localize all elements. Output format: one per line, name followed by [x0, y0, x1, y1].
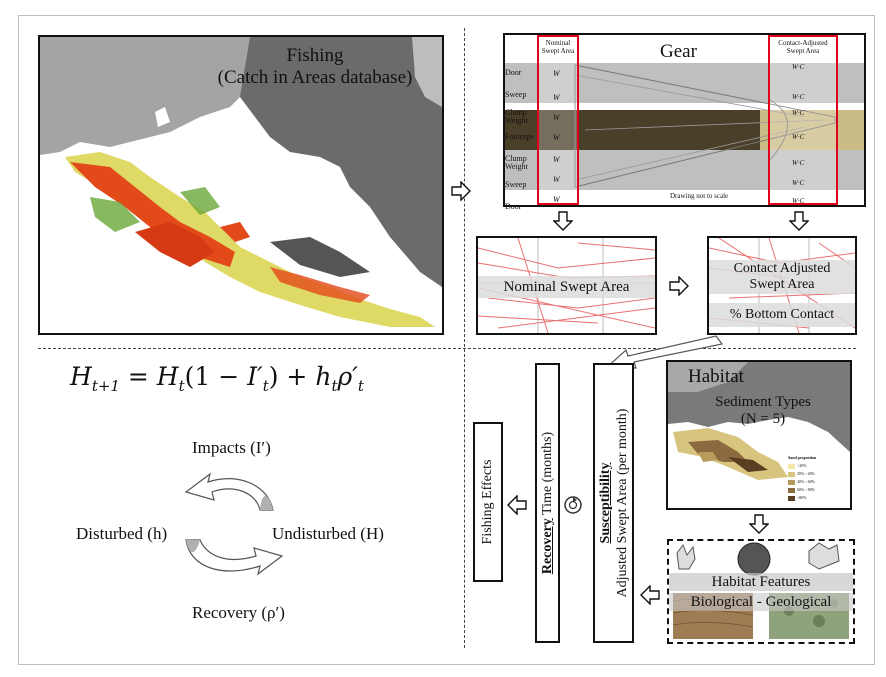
nominal-symbol-5: W: [553, 155, 560, 164]
recovery-time-box: [535, 363, 560, 643]
habitat-count: (N = 5): [740, 411, 786, 427]
recovery-time-bold: Recovery: [539, 518, 555, 575]
arrow-right-icon: [669, 276, 689, 296]
habitat-map-image: [668, 362, 850, 508]
legend-item: 20% - 40%: [788, 470, 848, 478]
legend-swatch: [788, 487, 795, 493]
contact-symbol-2: W·C: [792, 93, 805, 101]
nominal-symbol-2: W: [553, 93, 560, 102]
fishing-effects-label: Fishing Effects: [480, 459, 495, 545]
gear-caption: Drawing not to scale: [670, 192, 729, 200]
nominal-header-line1: Nominal: [545, 39, 571, 47]
contact-adjusted-column: Contact-Adjusted Swept Area W·C W·C W·C …: [768, 35, 838, 205]
gear-part-footrope: Footrope: [505, 132, 534, 141]
legend-swatch: [788, 463, 795, 469]
susceptibility-box: [593, 363, 634, 643]
nominal-symbol-6: W: [553, 175, 560, 184]
contact-symbol-7: W·C: [792, 197, 805, 205]
arrow-down-icon: [553, 211, 573, 231]
legend-title: Sand proportion: [788, 455, 817, 460]
contact-symbol-3: W·C: [792, 109, 805, 117]
fishing-effects-box: [473, 422, 503, 582]
cycle-arrows-icon: [184, 472, 284, 576]
fishing-subtitle: (Catch in Areas database): [217, 67, 413, 88]
gear-part-sweep-top: Sweep: [505, 90, 527, 99]
legend-item: 60% - 80%: [788, 486, 848, 494]
nominal-header-line2: Swept Area: [541, 47, 575, 55]
horizontal-divider: [38, 348, 856, 349]
contact-adjusted-panel: Contact Adjusted Swept Area % Bottom Con…: [707, 236, 857, 335]
contact-adjusted-label-2: Swept Area: [749, 277, 815, 292]
gear-part-door-top: Door: [505, 68, 522, 77]
bottom-contact-label: % Bottom Contact: [709, 303, 855, 327]
legend-label: 40% - 60%: [797, 479, 815, 484]
habitat-features-label: Habitat Features: [669, 573, 853, 591]
contact-symbol-4: W·C: [792, 133, 805, 141]
habitat-features-panel: Habitat Features Biological - Geological: [667, 539, 855, 644]
undisturbed-label: Undisturbed (H): [272, 524, 384, 543]
gear-part-clump-bottom: Clump: [505, 154, 527, 163]
habitat-subtitle: Sediment Types: [715, 394, 811, 410]
arrow-right-icon: [451, 181, 471, 201]
legend-label: 60% - 80%: [797, 487, 815, 492]
sediment-legend: Sand proportion <20% 20% - 40% 40% - 60% 60…: [788, 454, 848, 502]
legend-swatch: [788, 495, 795, 501]
legend-label: <20%: [797, 463, 807, 468]
contact-header-line2: Swept Area: [786, 47, 820, 55]
contact-header-line1: Contact-Adjusted: [778, 39, 828, 47]
recovery-time-rest: Time (months): [539, 431, 555, 519]
nominal-swept-area-column: Nominal Swept Area W W W W W W W: [537, 35, 579, 205]
gear-part-weight-bottom: Weight: [505, 162, 528, 171]
nominal-symbol-3: W: [553, 113, 560, 122]
legend-item: >80%: [788, 494, 848, 502]
gear-part-weight-top: Weight: [505, 116, 528, 125]
arrow-left-icon: [640, 585, 660, 605]
recovery-label: Recovery (ρ′): [192, 603, 285, 622]
nominal-symbol-7: W: [553, 195, 560, 204]
susceptibility-subtitle: Adjusted Swept Area (per month): [614, 408, 630, 598]
fishing-map-image: [40, 37, 442, 333]
impacts-label: Impacts (I′): [192, 438, 271, 457]
figure-frame: [18, 15, 875, 665]
habitat-features-categories: Biological - Geological: [669, 593, 853, 611]
contact-symbol-1: W·C: [792, 63, 805, 71]
habitat-equation: Ht+1 = Ht(1 − I′t) + htρ′t: [70, 362, 364, 395]
habitat-title: Habitat: [688, 366, 744, 387]
habitat-map-panel: Habitat Sediment Types (N = 5) Sand prop…: [666, 360, 852, 510]
nominal-symbol-4: W: [553, 133, 560, 142]
gear-part-sweep-bottom: Sweep: [505, 180, 527, 189]
legend-label: 20% - 40%: [797, 471, 815, 476]
gear-diagram-image: [505, 35, 864, 205]
nominal-swept-area-label: Nominal Swept Area: [478, 276, 655, 298]
gear-part-door-bottom: Door: [505, 202, 522, 211]
fishing-map-panel: Fishing (Catch in Areas database): [38, 35, 444, 335]
contact-symbol-6: W·C: [792, 179, 805, 187]
gear-title: Gear: [660, 41, 697, 62]
susceptibility-title: Susceptibility: [597, 462, 613, 544]
arrow-left-icon: [507, 495, 527, 515]
nominal-swept-area-panel: Nominal Swept Area: [476, 236, 657, 335]
fishing-title: Fishing: [286, 45, 344, 66]
gear-part-clump-top: Clump: [505, 108, 527, 117]
arrow-down-icon: [789, 211, 809, 231]
nominal-symbol-1: W: [553, 69, 560, 78]
contact-symbol-5: W·C: [792, 159, 805, 167]
legend-item: <20%: [788, 462, 848, 470]
disturbed-label: Disturbed (h): [76, 524, 168, 543]
legend-label: >80%: [797, 495, 807, 500]
contact-adjusted-label-1: Contact Adjusted: [733, 261, 831, 276]
legend-swatch: [788, 471, 795, 477]
vertical-divider: [464, 28, 465, 648]
legend-swatch: [788, 479, 795, 485]
arrow-down-icon: [749, 514, 769, 534]
cycle-arrow-icon: [564, 496, 582, 514]
gear-diagram-panel: Door Sweep Clump Weight Footrope Clump W…: [503, 33, 866, 211]
legend-item: 40% - 60%: [788, 478, 848, 486]
habitat-features-image: [672, 542, 849, 639]
